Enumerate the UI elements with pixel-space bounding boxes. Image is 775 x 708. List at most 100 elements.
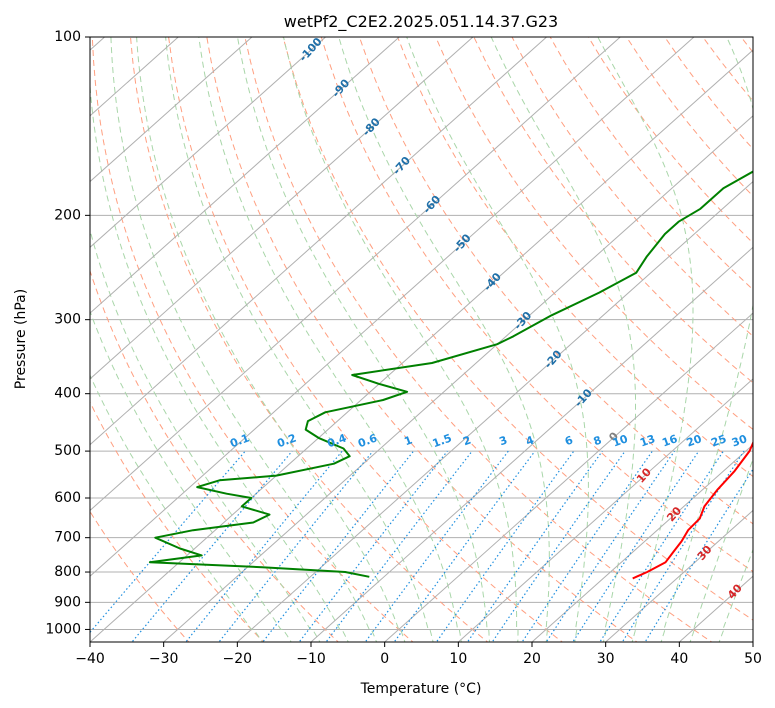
isotherm-line [90, 37, 253, 183]
mixing-ratio-line [185, 450, 343, 642]
dry-adiabat-line [130, 37, 489, 642]
y-tick-label: 700 [54, 530, 81, 546]
moist-adiabat-line [236, 37, 491, 642]
mixing-ratio-label: 1.5 [431, 431, 454, 450]
mixing-ratio-line [599, 450, 724, 642]
mixing-ratio-line [364, 450, 509, 642]
dry-adiabat-line [168, 37, 564, 642]
mixing-ratio-label: 13 [638, 432, 657, 449]
mixing-ratio-line [262, 450, 415, 642]
mixing-ratio-label: 0.1 [228, 431, 251, 450]
moist-adiabat-line [689, 457, 753, 642]
mixing-ratio-label: 1 [402, 433, 414, 448]
moist-adiabat-line [490, 37, 636, 642]
x-tick-label: 0 [380, 651, 389, 667]
moist-adiabat-line [660, 37, 753, 642]
dry-adiabat-line [90, 269, 339, 642]
mixing-ratio-label: 25 [709, 432, 728, 449]
mixing-ratio-line [644, 468, 753, 642]
moist-adiabat-line [338, 37, 550, 642]
y-tick-label: 200 [54, 207, 81, 223]
mixing-ratio-line [521, 450, 653, 642]
dewpoint-profile-line [148, 170, 753, 578]
dry-adiabat-line [282, 37, 753, 621]
x-tick-label: −10 [296, 651, 326, 667]
y-tick-label: 100 [54, 29, 81, 45]
mixing-ratio-label: 16 [660, 432, 679, 450]
dry-adiabat-line [90, 510, 190, 642]
dry-adiabat-line [473, 37, 753, 384]
mixing-ratio-line [621, 450, 745, 642]
isotherm-line [90, 37, 327, 249]
isotherm-line [457, 378, 753, 642]
mixing-ratio-line [298, 450, 448, 642]
mixing-ratio-label: 2 [461, 433, 473, 448]
moist-adiabat-line [597, 37, 694, 642]
mixing-ratio-label: 3 [497, 433, 509, 448]
mixing-ratio-line [545, 450, 675, 642]
isotherm-line [90, 37, 622, 512]
mixing-ratio-label: 0.4 [325, 431, 348, 450]
isotherm-line [90, 49, 753, 642]
mixing-ratio-label: 20 [685, 432, 704, 450]
mixing-ratio-line [393, 450, 536, 642]
moist-adiabat-line [198, 37, 462, 642]
moist-adiabat-line [718, 548, 753, 642]
mixing-ratio-label: 0.2 [275, 431, 298, 450]
moist-adiabat-line [90, 309, 292, 642]
y-tick-label: 800 [54, 564, 81, 580]
y-tick-label: 300 [54, 312, 81, 328]
isotherm-line [90, 37, 401, 314]
mixing-ratio-label: 36 [751, 432, 770, 450]
isotherm-line [162, 115, 753, 642]
dry-adiabat-line [320, 37, 753, 573]
plot-area [90, 37, 753, 642]
isotherm-line [604, 509, 753, 642]
x-tick-label: 50 [744, 651, 762, 667]
temperature-profile-line [632, 440, 753, 580]
mixing-ratio-label: 30 [730, 432, 749, 450]
dry-adiabat-line [91, 37, 414, 642]
dry-adiabat-line [90, 400, 265, 642]
plot-labels: -100-90-80-70-60-50-40-30-20-10010203040… [228, 37, 770, 602]
moist-adiabat-line [136, 37, 406, 642]
y-axis-title: Pressure (hPa) [13, 289, 29, 389]
x-tick-label: −40 [75, 651, 105, 667]
mixing-ratio-label: 8 [592, 433, 604, 448]
chart-title: wetPf2_C2E2.2025.051.14.37.G23 [284, 12, 558, 32]
mixing-ratio-line [572, 450, 700, 642]
y-tick-label: 500 [54, 443, 81, 459]
x-axis-title: Temperature (°C) [360, 681, 482, 697]
x-tick-label: 20 [523, 651, 541, 667]
moist-adiabat-line [90, 373, 264, 642]
x-tick-label: −20 [223, 651, 253, 667]
isotherm-line [90, 37, 548, 446]
x-tick-label: 10 [449, 651, 467, 667]
x-tick-label: 30 [597, 651, 615, 667]
moist-adiabat-line [110, 37, 378, 642]
moist-adiabat-line [282, 37, 519, 642]
isotherm-line [90, 37, 474, 380]
y-axis: 100 200 300 400 500 600 700 800 900 1000 [45, 29, 90, 637]
mixing-ratio-line [466, 450, 603, 642]
plot-frame [89, 36, 754, 643]
mixing-ratio-line [491, 450, 626, 642]
y-tick-label: 1000 [45, 621, 81, 637]
x-tick-label: −30 [149, 651, 179, 667]
dry-adiabat-line [206, 37, 638, 642]
mixing-ratio-line [218, 450, 374, 642]
mixing-ratio-label: 4 [524, 433, 536, 448]
mixing-ratio-label: 10 [611, 432, 630, 450]
mixing-ratio-line [90, 450, 246, 634]
y-tick-label: 900 [54, 594, 81, 610]
mixing-ratio-line [435, 450, 575, 642]
isotherm-line [90, 37, 695, 577]
moist-adiabat-line [90, 228, 321, 642]
y-tick-label: 400 [54, 386, 81, 402]
mixing-ratio-label: 6 [563, 433, 575, 448]
moist-adiabat-line [406, 37, 589, 642]
mixing-ratio-label: 0.6 [356, 431, 379, 450]
x-axis: −40 −30 −20 −10 0 10 20 30 40 50 [75, 642, 762, 667]
